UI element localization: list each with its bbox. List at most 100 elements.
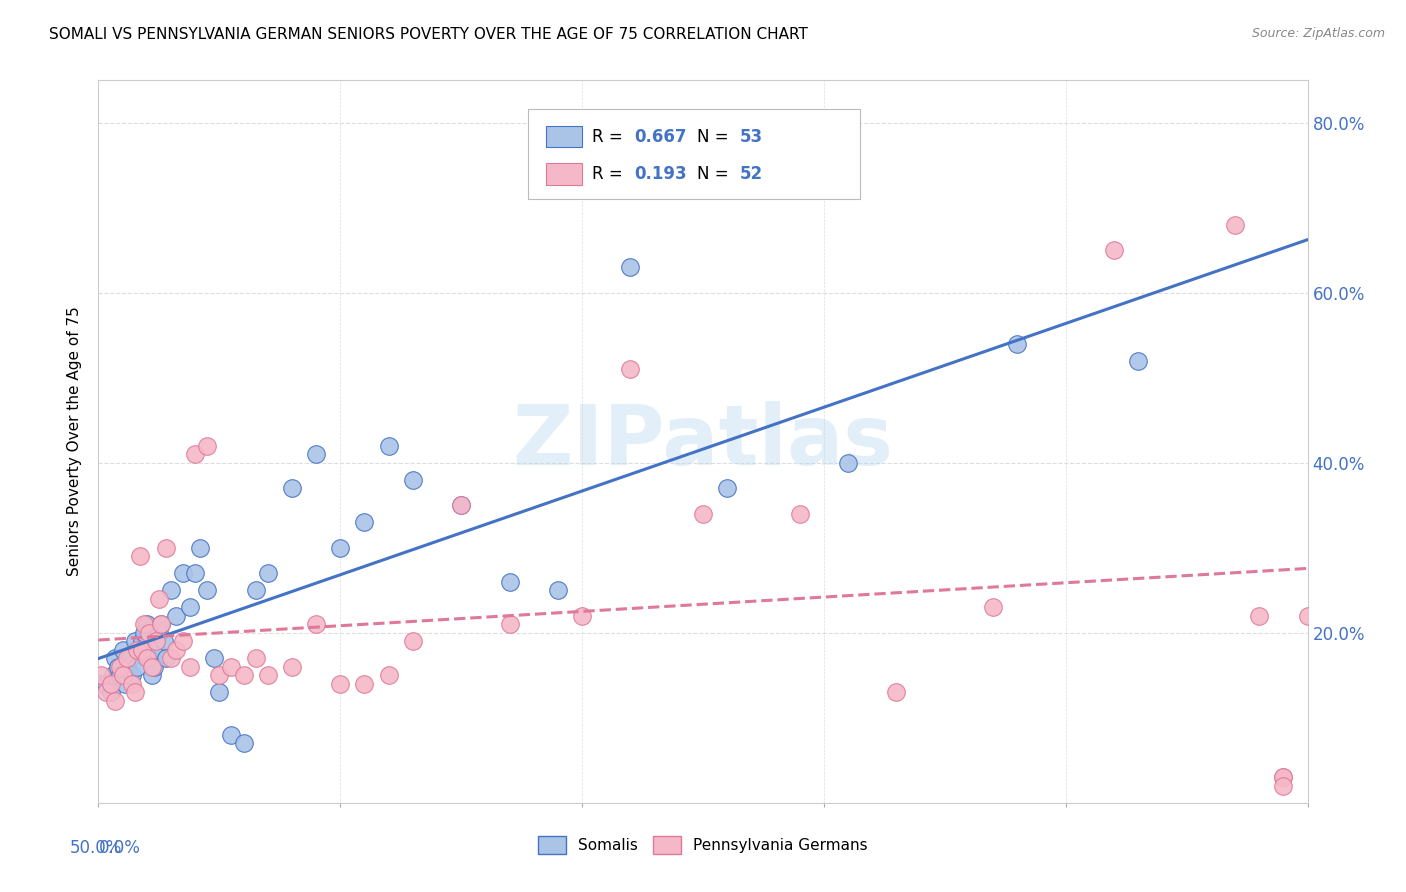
Point [104, 651, 127, 665]
Point [172, 566, 194, 581]
Point [150, 617, 173, 632]
Point [353, 516, 375, 530]
Point [232, 736, 254, 750]
Text: R =: R = [592, 128, 627, 145]
Point [377, 439, 399, 453]
Point [498, 574, 520, 589]
Point [1272, 779, 1295, 793]
Point [100, 677, 122, 691]
Point [114, 677, 136, 691]
Point [837, 456, 859, 470]
Text: 50.0%: 50.0% [70, 838, 122, 857]
Text: N =: N = [697, 165, 734, 183]
Text: N =: N = [697, 128, 734, 145]
Text: 52: 52 [740, 165, 762, 183]
Point [329, 541, 352, 555]
Point [402, 634, 425, 648]
Point [111, 668, 134, 682]
Point [143, 660, 166, 674]
Point [131, 642, 153, 657]
Point [134, 617, 156, 632]
Point [135, 651, 157, 665]
Point [256, 566, 278, 581]
Point [128, 642, 150, 657]
Text: 53: 53 [740, 128, 762, 145]
Point [121, 677, 143, 691]
Point [131, 634, 153, 648]
Text: 0.0%: 0.0% [98, 838, 141, 857]
Point [1007, 336, 1029, 351]
Point [1296, 608, 1319, 623]
Bar [546, 126, 582, 147]
Point [1272, 770, 1295, 784]
Point [148, 591, 170, 606]
Point [128, 549, 150, 564]
Point [547, 583, 569, 598]
Point [134, 625, 156, 640]
Legend: Somalis, Pennsylvania Germans: Somalis, Pennsylvania Germans [533, 830, 873, 860]
Point [148, 625, 170, 640]
Point [165, 608, 187, 623]
Point [117, 660, 139, 674]
Text: 0.667: 0.667 [634, 128, 686, 145]
Point [111, 642, 134, 657]
Point [145, 642, 167, 657]
Point [94, 685, 117, 699]
Point [402, 473, 425, 487]
Point [1102, 244, 1125, 258]
Point [90, 677, 112, 691]
Point [188, 541, 211, 555]
Point [329, 677, 352, 691]
Point [1249, 608, 1271, 623]
Point [108, 668, 131, 682]
Point [195, 583, 218, 598]
Point [208, 668, 231, 682]
Point [256, 668, 278, 682]
Point [124, 634, 146, 648]
Point [145, 634, 167, 648]
Point [450, 498, 472, 512]
Point [281, 481, 304, 495]
Point [1128, 353, 1150, 368]
Point [150, 617, 173, 632]
Point [104, 694, 127, 708]
Point [208, 685, 231, 699]
Point [160, 651, 183, 665]
Point [107, 660, 129, 674]
Point [165, 642, 187, 657]
Point [498, 617, 520, 632]
Point [172, 634, 194, 648]
Point [692, 507, 714, 521]
Point [716, 481, 738, 495]
Point [152, 634, 174, 648]
Point [221, 660, 243, 674]
Point [108, 660, 131, 674]
Point [204, 651, 226, 665]
Point [118, 651, 141, 665]
FancyBboxPatch shape [527, 109, 860, 200]
Point [353, 677, 375, 691]
Point [160, 583, 183, 598]
Point [90, 668, 112, 682]
Point [789, 507, 811, 521]
Point [138, 651, 160, 665]
Y-axis label: Seniors Poverty Over the Age of 75: Seniors Poverty Over the Age of 75 [67, 307, 83, 576]
Point [117, 651, 139, 665]
Point [179, 600, 201, 615]
Point [981, 600, 1004, 615]
Point [121, 668, 143, 682]
Point [1272, 770, 1295, 784]
Point [138, 625, 160, 640]
Point [195, 439, 218, 453]
Point [127, 642, 149, 657]
Point [94, 677, 117, 691]
Point [886, 685, 908, 699]
Text: SOMALI VS PENNSYLVANIA GERMAN SENIORS POVERTY OVER THE AGE OF 75 CORRELATION CHA: SOMALI VS PENNSYLVANIA GERMAN SENIORS PO… [49, 27, 808, 42]
Point [619, 260, 641, 275]
Text: Source: ZipAtlas.com: Source: ZipAtlas.com [1251, 27, 1385, 40]
Point [281, 660, 304, 674]
Point [232, 668, 254, 682]
Point [245, 651, 267, 665]
Text: R =: R = [592, 165, 627, 183]
Point [619, 362, 641, 376]
